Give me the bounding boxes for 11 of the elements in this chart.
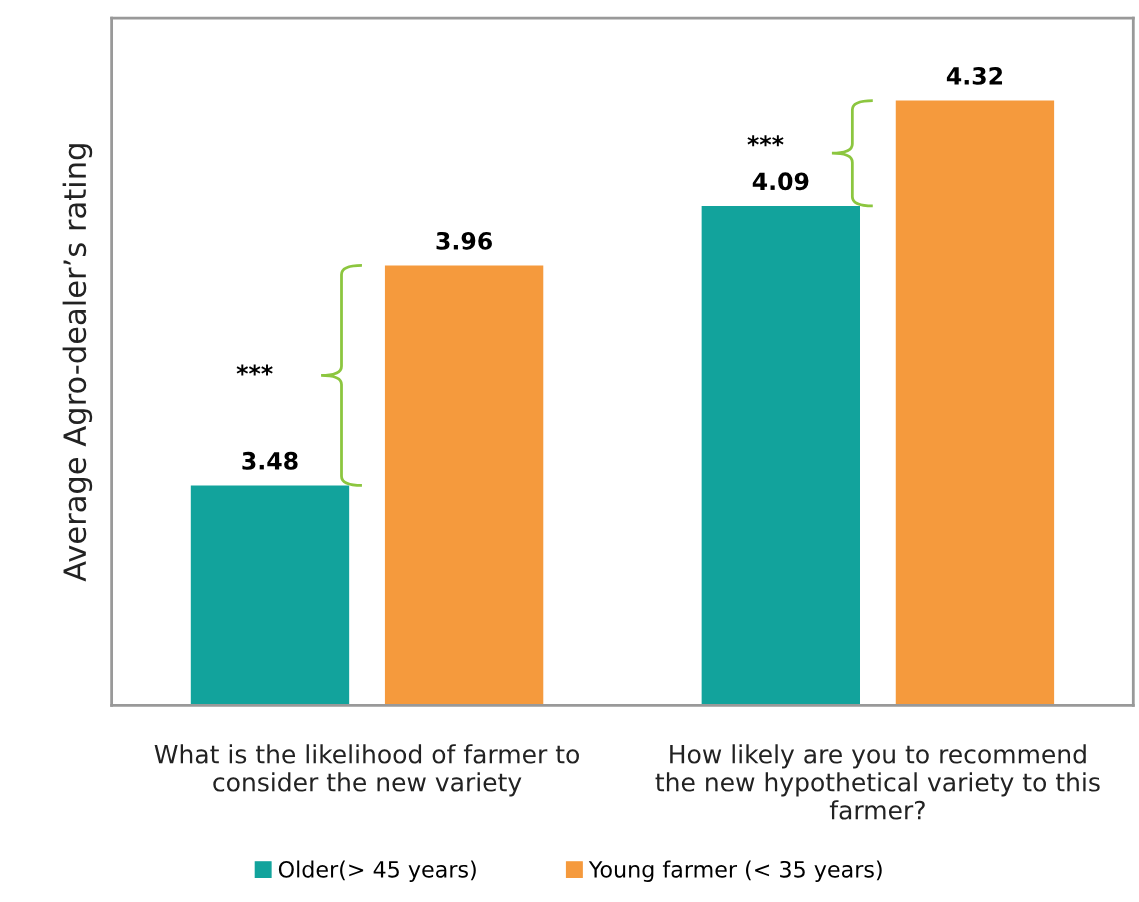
data-label: 4.09	[752, 172, 809, 191]
data-label: 3.96	[436, 231, 492, 250]
x-tick-label: How likely are you to recommend the new hypothetical variety to this farmer?	[655, 744, 1100, 820]
legend-label: Young farmer (< 35 years)	[588, 860, 882, 882]
data-label: 3.48	[242, 451, 298, 470]
data-label: 4.32	[946, 66, 1003, 85]
x-tick-label: What is the likelihood of farmer to consider the new variety	[154, 744, 579, 797]
y-axis-title: Average Agro-dealer’s rating	[62, 144, 93, 582]
annotation: ***	[747, 135, 784, 147]
legend-label: Older(> 45 years)	[278, 860, 476, 882]
annotation: ***	[236, 364, 273, 376]
